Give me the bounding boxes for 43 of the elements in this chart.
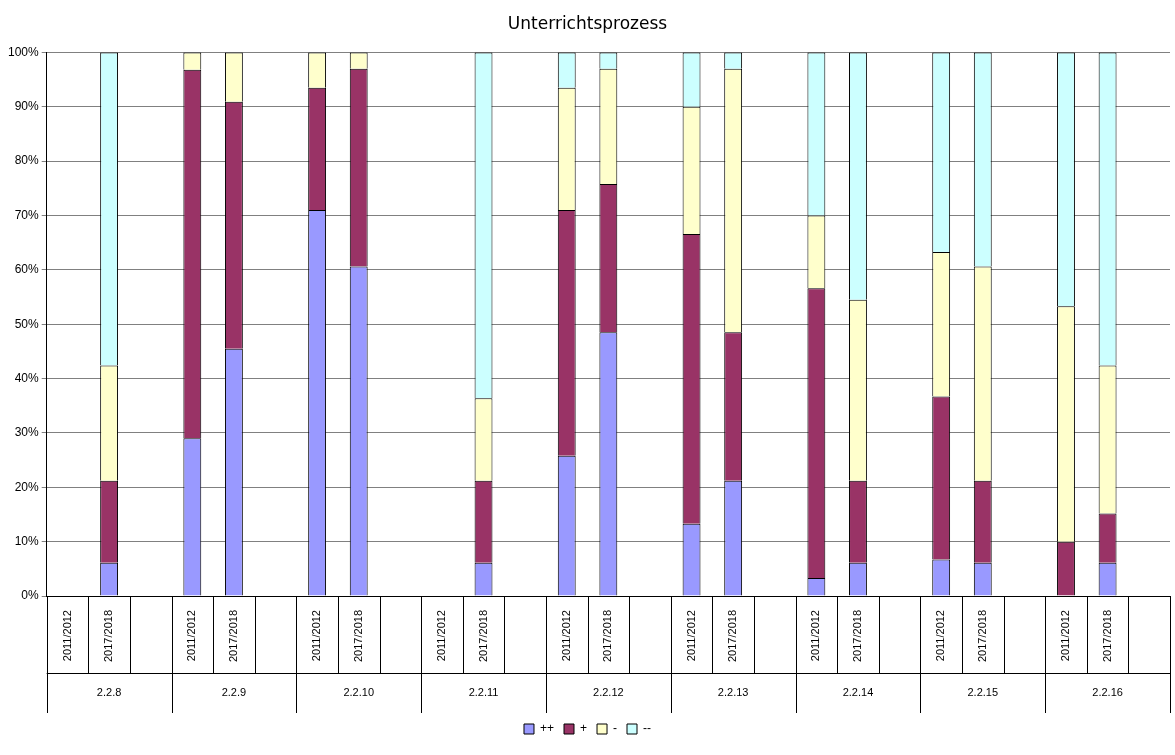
x-tick-label: 2017/2018 [726,610,739,662]
y-tick-label: 80% [14,153,40,168]
legend-label: + [580,721,588,736]
text: 2.2.9 [221,686,247,699]
x-tick-label: 2017/2018 [226,610,239,662]
x-tick-label: 2017/2018 [102,610,115,662]
x-tick-label: 2011/2012 [809,610,822,662]
legend-label: - [613,721,618,736]
x-tick-label: 2011/2012 [185,610,198,662]
text: 2.2.12 [593,686,624,699]
x-tick-label: 2011/2012 [559,610,572,662]
text: 2.2.14 [842,686,874,699]
legend-label: ++ [539,721,555,736]
text: 2.2.13 [717,686,749,699]
x-tick-label: 2017/2018 [851,610,863,662]
y-tick-label: 40% [14,370,40,385]
x-tick-label: 2011/2012 [434,610,447,662]
y-tick-label: 100% [7,44,40,59]
x-tick-label: 2011/2012 [60,610,73,662]
text: 2.2.15 [967,686,999,699]
x-tick-label: 2017/2018 [601,610,614,662]
text: 2.2.16 [1092,686,1123,699]
x-tick-label: 2011/2012 [310,610,323,662]
chart-title: Unterrichtsprozess [507,12,668,33]
y-tick-label: 10% [14,533,40,548]
text: 2.2.11 [468,686,499,699]
x-tick-label: 2011/2012 [934,610,947,662]
legend-label: -- [643,721,652,736]
x-tick-label: 2011/2012 [1059,610,1072,662]
x-tick-label: 2017/2018 [351,610,364,662]
y-tick-label: 50% [14,316,40,331]
x-tick-label: 2011/2012 [684,610,697,662]
x-tick-label: 2017/2018 [1100,610,1113,662]
x-tick-label: 2017/2018 [476,610,489,662]
text: 2.2.8 [96,686,122,699]
y-tick-label: 70% [14,207,40,222]
y-tick-label: 0% [21,588,40,603]
y-tick-label: 60% [14,262,40,277]
text: 2.2.10 [343,686,375,699]
y-tick-label: 90% [14,99,40,114]
y-tick-label: 20% [14,479,40,494]
x-tick-label: 2017/2018 [975,610,988,662]
y-tick-label: 30% [14,425,40,440]
